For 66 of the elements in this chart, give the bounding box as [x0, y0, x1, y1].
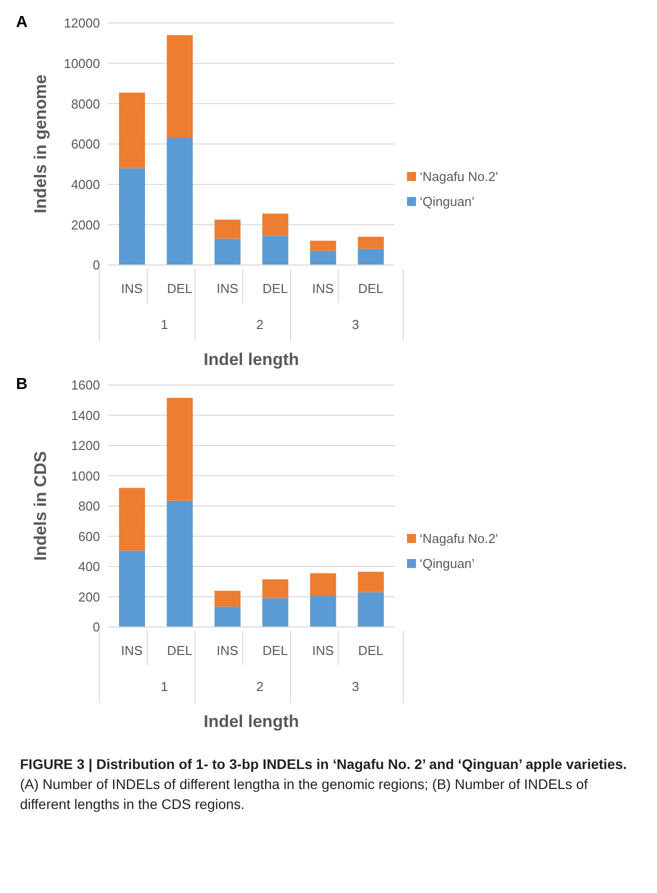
x-tick-label: DEL — [358, 643, 384, 658]
x-tick-label: INS — [121, 281, 144, 296]
x-tick-label: INS — [312, 643, 334, 658]
y-tick-label: 2000 — [71, 217, 100, 232]
category-axis-label: INS 3 — [290, 630, 360, 704]
y-tick-label: 0 — [92, 258, 100, 273]
bar — [358, 236, 384, 249]
y-tick-label: 1000 — [71, 468, 100, 484]
bar — [310, 596, 336, 627]
y-tick-label: 6000 — [71, 136, 100, 152]
bar — [262, 598, 288, 627]
bar — [214, 606, 241, 627]
x-axis-title: Indel length — [204, 712, 300, 731]
y-tick-label: 600 — [78, 528, 100, 544]
bar — [310, 573, 336, 596]
bar — [166, 500, 193, 627]
bar — [310, 250, 336, 265]
y-tick-label: 200 — [78, 589, 100, 604]
x-tick-label: DEL — [167, 281, 192, 296]
x-tick-label: INS — [216, 643, 239, 658]
bar — [166, 35, 193, 138]
x-tick-label: INS — [216, 281, 239, 296]
x-tick-label: DEL — [358, 281, 384, 296]
bar — [358, 248, 384, 265]
bar — [119, 550, 145, 627]
x-tick-label: DEL — [167, 643, 192, 658]
x-tick-label: DEL — [262, 281, 288, 296]
bar — [119, 168, 145, 265]
bar — [214, 590, 241, 607]
bar — [262, 579, 288, 598]
bar — [119, 488, 145, 551]
legend-label: ‘Qinguan’ — [420, 194, 475, 209]
bar — [214, 220, 241, 239]
bar — [358, 592, 384, 627]
x-tick-label: DEL — [262, 643, 288, 658]
x-axis-title: Indel length — [204, 350, 300, 369]
bar — [358, 572, 384, 592]
chart-title: B — [16, 376, 28, 394]
y-tick-label: 1600 — [71, 378, 100, 393]
bar — [166, 398, 193, 501]
y-tick-label: 12000 — [64, 16, 100, 31]
y-tick-label: 400 — [78, 559, 100, 574]
legend-label: ‘Nagafu No.2' — [420, 169, 498, 184]
y-tick-label: 4000 — [71, 176, 100, 192]
x-tick-label: INS — [121, 643, 144, 658]
y-tick-label: 10000 — [64, 56, 100, 71]
chart-title: A — [16, 14, 28, 32]
text: FIGURE 3 | Distribution of 1- to 3-bp INDELs in ‘Nagafu No. 2’ and ‘Qinguan’ apple varieties. — [20, 756, 627, 772]
y-axis-title: Indels in CDS — [31, 451, 50, 561]
bar — [166, 138, 193, 265]
y-tick-label: 1200 — [71, 438, 100, 454]
y-tick-label: 1400 — [71, 408, 100, 423]
bar — [262, 236, 288, 265]
bar — [119, 92, 145, 168]
y-tick-label: 800 — [78, 498, 100, 514]
category-axis-label: INS 3 — [290, 268, 360, 342]
legend-label: ‘Nagafu No.2' — [420, 531, 498, 546]
y-tick-label: 0 — [92, 620, 100, 635]
bar — [310, 240, 336, 251]
text: (A) Number of INDELs of different lengtha in the genomic regions; (B) Number of INDELs of different lengths in the CDS regions. — [20, 776, 588, 812]
bar — [214, 238, 241, 265]
legend-label: ‘Qinguan’ — [420, 556, 475, 571]
x-tick-label: INS — [312, 281, 334, 296]
y-tick-label: 8000 — [71, 96, 100, 112]
y-axis-title: Indels in genome — [31, 74, 50, 214]
bar — [262, 214, 288, 236]
